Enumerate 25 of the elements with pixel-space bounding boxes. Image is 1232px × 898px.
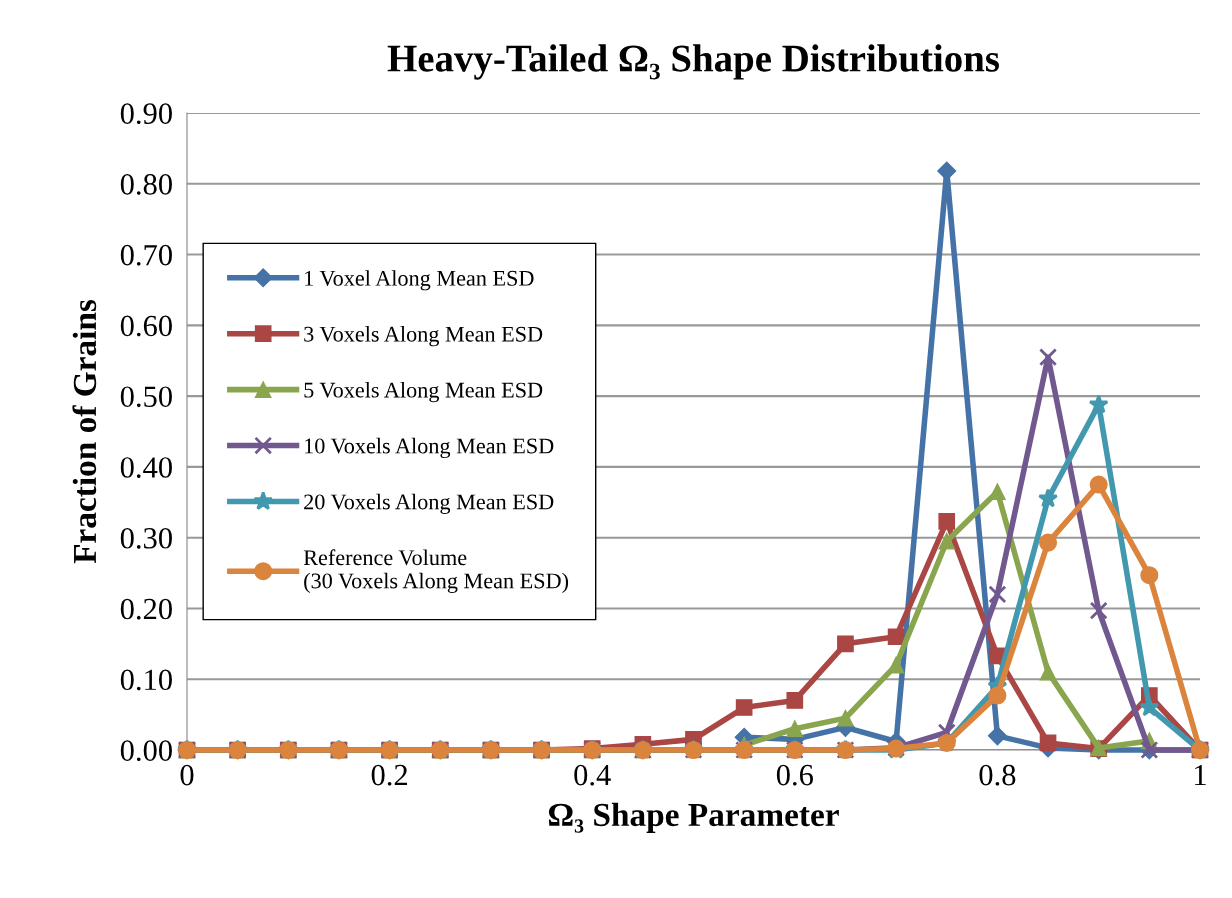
y-tick-label: 0.00	[120, 740, 172, 762]
chart-title: Heavy-Tailed Ω₃ Shape Distributions	[387, 44, 1000, 80]
legend-label: 5 Voxels Along Mean ESD	[304, 381, 543, 403]
x-tick-label: 0.2	[371, 764, 408, 786]
legend-label: 1 Voxel Along Mean ESD	[305, 270, 534, 291]
legend-label: Reference Volume (30 Voxels Along Mean ESD)	[303, 549, 569, 593]
x-tick-label: 0.4	[574, 764, 611, 786]
y-tick-label: 0.10	[120, 669, 172, 691]
x-tick-label: 0	[180, 764, 194, 786]
y-tick-label: 0.70	[120, 244, 172, 266]
y-tick-label: 0.20	[120, 598, 172, 620]
y-tick-label: 0.90	[120, 103, 172, 125]
x-tick-label: 0.6	[776, 764, 813, 786]
y-tick-label: 0.50	[120, 386, 172, 408]
x-axis-title: Ω₃ Shape Parameter	[548, 802, 839, 833]
x-tick-label: 1	[1195, 764, 1206, 786]
legend-label: 10 Voxels Along Mean ESD	[305, 437, 554, 459]
x-tick-label: 0.8	[979, 764, 1016, 786]
y-tick-label: 0.30	[120, 527, 172, 549]
legend-label: 20 Voxels Along Mean ESD	[304, 493, 554, 514]
y-tick-label: 0.40	[120, 457, 172, 478]
y-tick-label: 0.60	[120, 315, 172, 337]
legend-label: 3 Voxels Along Mean ESD	[304, 326, 543, 347]
y-axis-title: Fraction of Grains	[72, 299, 97, 564]
y-tick-label: 0.80	[120, 174, 172, 195]
